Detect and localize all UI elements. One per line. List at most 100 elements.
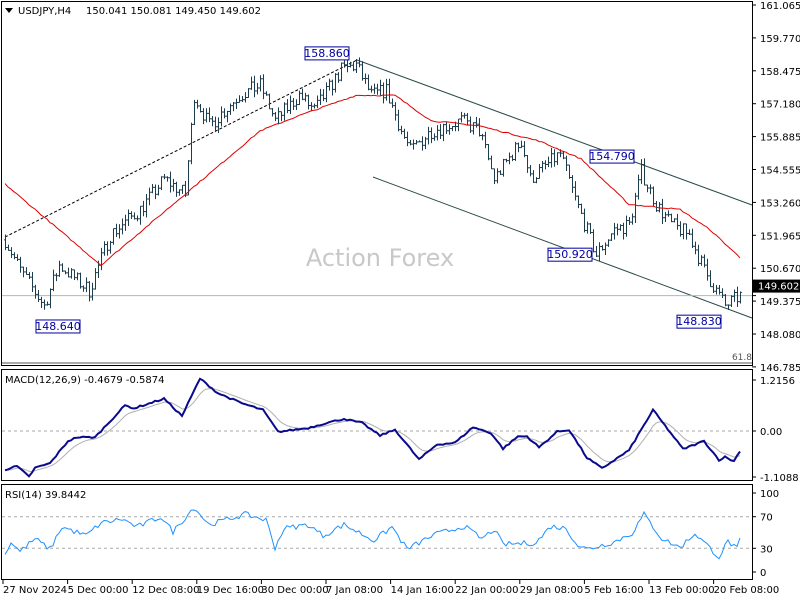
ohlc-bar xyxy=(328,78,331,91)
time-tick-label: 5 Dec 00:00 xyxy=(68,585,129,596)
rsi-layer xyxy=(2,509,752,560)
ohlc-bar xyxy=(727,304,730,310)
price-tick-label: 151.965 xyxy=(760,231,800,242)
ohlc-bar xyxy=(61,263,64,273)
ohlc-bar xyxy=(58,260,61,277)
time-tick-label: 20 Feb 08:00 xyxy=(714,585,780,596)
ohlc-bar xyxy=(457,118,460,132)
macd-line xyxy=(4,377,741,478)
ohlc-bar xyxy=(577,195,580,209)
ohlc-bar xyxy=(646,184,649,193)
ohlc-bar xyxy=(520,140,523,149)
ohlc-bar xyxy=(286,99,289,114)
ohlc-bar xyxy=(163,173,166,180)
ohlc-bar xyxy=(739,291,742,304)
time-tick-label: 13 Feb 00:00 xyxy=(649,585,715,596)
ohlc-bar xyxy=(499,170,502,175)
annotation-label: 148.830 xyxy=(676,315,722,328)
ohlc-bar xyxy=(343,60,346,68)
ohlc-bar xyxy=(319,88,322,106)
annotation-box xyxy=(35,319,81,334)
ohlc-bar xyxy=(25,267,28,275)
ohlc-bar xyxy=(571,175,574,194)
ohlc-bar xyxy=(439,124,442,139)
ohlc-bar xyxy=(583,208,586,233)
price-layer: 158.860 154.790 150.920 148.830 148.640 xyxy=(2,46,753,364)
ohlc-bar xyxy=(547,156,550,168)
ohlc-bar xyxy=(637,174,640,200)
ohlc-bar xyxy=(175,181,178,197)
ohlc-bar xyxy=(376,83,379,95)
ohlc-bar xyxy=(208,107,211,123)
ohlc-bar xyxy=(40,296,43,308)
ohlc-bar xyxy=(172,178,175,192)
moving-average-line xyxy=(4,94,741,267)
ohlc-bar xyxy=(526,155,529,173)
ohlc-bar xyxy=(22,266,25,278)
rsi-tick-label: 0 xyxy=(760,568,766,579)
ohlc-bar xyxy=(94,268,97,290)
ohlc-bar xyxy=(442,123,445,142)
ohlc-bar xyxy=(79,272,82,289)
ohlc-bar xyxy=(448,124,451,135)
ohlc-bar xyxy=(502,158,505,177)
ohlc-bar xyxy=(532,170,535,184)
ohlc-bar xyxy=(691,228,694,249)
ohlc-bar xyxy=(655,200,658,212)
ohlc-bar xyxy=(403,128,406,139)
ohlc-bar xyxy=(229,103,232,115)
time-tick-label: 27 Nov 2024 xyxy=(3,585,67,596)
ohlc-bar xyxy=(508,152,511,165)
ohlc-bar xyxy=(541,160,544,173)
annotation-box xyxy=(304,46,350,61)
price-tick-label: 158.475 xyxy=(760,67,800,78)
time-tick-label: 30 Dec 00:00 xyxy=(261,585,328,596)
ohlc-bar xyxy=(28,272,31,279)
ohlc-bar xyxy=(307,94,310,110)
ohlc-bar xyxy=(76,272,79,281)
ohlc-bar xyxy=(247,88,250,98)
ohlc-bar xyxy=(598,242,601,262)
ohlc-bar xyxy=(688,229,691,235)
ohlc-bar xyxy=(37,290,40,303)
ohlc-bar xyxy=(280,111,283,122)
ohlc-bar xyxy=(661,198,664,225)
ohlc-bar xyxy=(478,118,481,137)
ohlc-bar xyxy=(682,223,685,240)
ohlc-bar xyxy=(265,91,268,96)
ohlc-bar xyxy=(604,242,607,255)
ohlc-bar xyxy=(664,211,667,223)
price-annotation: 154.790 xyxy=(589,149,635,164)
ohlc-bar xyxy=(211,115,214,127)
ohlc-bar xyxy=(406,131,409,147)
ohlc-bar xyxy=(625,215,628,237)
collapse-triangle-icon[interactable] xyxy=(5,8,13,13)
ohlc-bar xyxy=(121,218,124,235)
ohlc-bar xyxy=(430,127,433,144)
ohlc-bar xyxy=(607,239,610,247)
ohlc-bar xyxy=(304,92,307,102)
ohlc-bar xyxy=(658,202,661,213)
ohlc-bar xyxy=(34,284,37,299)
ohlc-bar xyxy=(73,269,76,281)
price-tick-label: 146.785 xyxy=(760,363,800,374)
ohlc-bar xyxy=(649,184,652,195)
ohlc-bar xyxy=(361,61,364,81)
ohlc-bar xyxy=(634,192,637,223)
ohlc-bar xyxy=(505,158,508,163)
ohlc-bar xyxy=(199,103,202,113)
ohlc-bar xyxy=(19,256,22,273)
ohlc-bar xyxy=(358,57,361,68)
ohlc-bar xyxy=(415,140,418,145)
ohlc-bar xyxy=(169,171,172,193)
ohlc-bar xyxy=(49,288,52,309)
ohlc-bar xyxy=(535,177,538,184)
ohlc-bar xyxy=(292,97,295,110)
ohlc-bar xyxy=(424,136,427,150)
price-tick-label: 155.885 xyxy=(760,133,800,144)
ohlc-bar xyxy=(427,126,430,145)
macd-tick-label: -1.1088 xyxy=(760,473,799,484)
ohlc-bar xyxy=(391,98,394,108)
ohlc-bar xyxy=(136,215,139,222)
